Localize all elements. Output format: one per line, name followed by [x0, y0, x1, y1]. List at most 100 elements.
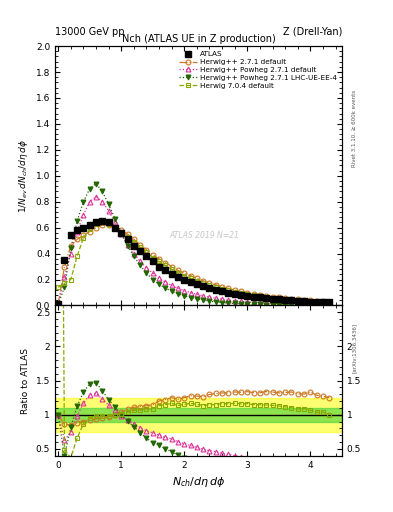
Herwig++ Powheg 2.7.1 LHC-UE-EE-4	[283, 302, 288, 308]
ATLAS	[201, 283, 206, 289]
Herwig++ Powheg 2.7.1 LHC-UE-EE-4	[157, 281, 162, 287]
Herwig++ Powheg 2.7.1 default	[182, 288, 187, 294]
Herwig++ Powheg 2.7.1 LHC-UE-EE-4	[169, 288, 174, 294]
Herwig++ Powheg 2.7.1 LHC-UE-EE-4	[87, 186, 92, 192]
Herwig++ 2.7.1 default	[94, 225, 98, 231]
Herwig++ 2.7.1 default	[188, 272, 193, 279]
Herwig++ Powheg 2.7.1 default	[327, 302, 332, 308]
Herwig++ 2.7.1 default	[100, 222, 105, 228]
Herwig 7.0.4 default	[220, 286, 224, 292]
Herwig++ 2.7.1 default	[207, 280, 212, 286]
Herwig++ Powheg 2.7.1 default	[119, 231, 123, 237]
Herwig++ Powheg 2.7.1 default	[195, 291, 199, 297]
Herwig++ Powheg 2.7.1 default	[321, 302, 325, 308]
Herwig 7.0.4 default	[289, 297, 294, 303]
Herwig++ Powheg 2.7.1 default	[213, 295, 218, 301]
Herwig++ 2.7.1 default	[144, 247, 149, 253]
Herwig 7.0.4 default	[106, 221, 111, 227]
Herwig 7.0.4 default	[314, 298, 319, 305]
Herwig++ Powheg 2.7.1 LHC-UE-EE-4	[176, 291, 180, 297]
Herwig++ Powheg 2.7.1 default	[176, 285, 180, 291]
ATLAS	[62, 257, 67, 263]
Herwig 7.0.4 default	[151, 254, 155, 261]
Herwig++ 2.7.1 default	[138, 242, 143, 248]
Herwig++ Powheg 2.7.1 LHC-UE-EE-4	[327, 302, 332, 308]
ATLAS	[132, 243, 136, 249]
Herwig 7.0.4 default	[112, 225, 117, 231]
ATLAS	[176, 274, 180, 280]
Text: ATLAS 2019 N=21: ATLAS 2019 N=21	[169, 231, 239, 240]
ATLAS	[239, 292, 243, 298]
Herwig++ Powheg 2.7.1 default	[132, 250, 136, 257]
Herwig++ Powheg 2.7.1 LHC-UE-EE-4	[75, 218, 79, 224]
Herwig++ 2.7.1 default	[125, 231, 130, 237]
Herwig++ 2.7.1 default	[68, 243, 73, 249]
Herwig++ Powheg 2.7.1 default	[138, 259, 143, 265]
ATLAS	[87, 222, 92, 228]
ATLAS	[270, 296, 275, 302]
ATLAS	[106, 220, 111, 226]
Herwig 7.0.4 default	[138, 244, 143, 250]
Herwig 7.0.4 default	[239, 290, 243, 296]
Herwig++ Powheg 2.7.1 default	[144, 265, 149, 271]
Herwig++ Powheg 2.7.1 LHC-UE-EE-4	[289, 302, 294, 308]
Herwig++ Powheg 2.7.1 LHC-UE-EE-4	[251, 301, 256, 307]
ATLAS	[75, 227, 79, 233]
Herwig 7.0.4 default	[283, 296, 288, 303]
Herwig++ Powheg 2.7.1 default	[201, 293, 206, 299]
Herwig 7.0.4 default	[251, 292, 256, 298]
Herwig++ 2.7.1 default	[308, 297, 313, 304]
Herwig++ Powheg 2.7.1 default	[163, 279, 168, 285]
Herwig++ 2.7.1 default	[157, 255, 162, 262]
Herwig 7.0.4 default	[100, 220, 105, 226]
Herwig++ 2.7.1 default	[169, 264, 174, 270]
Herwig 7.0.4 default	[119, 228, 123, 234]
Herwig++ Powheg 2.7.1 LHC-UE-EE-4	[314, 302, 319, 308]
Herwig 7.0.4 default	[169, 266, 174, 272]
Herwig++ Powheg 2.7.1 default	[239, 298, 243, 305]
Herwig++ Powheg 2.7.1 LHC-UE-EE-4	[296, 302, 300, 308]
Herwig++ 2.7.1 default	[112, 225, 117, 231]
Herwig 7.0.4 default	[277, 295, 281, 302]
Herwig++ Powheg 2.7.1 default	[308, 302, 313, 308]
Herwig++ 2.7.1 default	[75, 236, 79, 242]
Herwig 7.0.4 default	[302, 298, 307, 304]
Herwig 7.0.4 default	[87, 226, 92, 232]
Herwig 7.0.4 default	[176, 270, 180, 276]
Herwig 7.0.4 default	[264, 294, 268, 300]
Herwig++ Powheg 2.7.1 LHC-UE-EE-4	[144, 270, 149, 276]
Herwig++ Powheg 2.7.1 default	[188, 290, 193, 296]
Herwig++ 2.7.1 default	[201, 278, 206, 284]
ATLAS	[302, 298, 307, 304]
ATLAS	[163, 267, 168, 273]
Herwig++ Powheg 2.7.1 LHC-UE-EE-4	[112, 216, 117, 222]
Herwig++ 2.7.1 default	[327, 298, 332, 305]
ATLAS	[81, 225, 86, 231]
Herwig++ Powheg 2.7.1 default	[257, 300, 262, 306]
Herwig++ Powheg 2.7.1 LHC-UE-EE-4	[220, 300, 224, 306]
Herwig 7.0.4 default	[132, 239, 136, 245]
Herwig++ 2.7.1 default	[56, 301, 61, 307]
Herwig++ Powheg 2.7.1 default	[68, 250, 73, 257]
Herwig++ Powheg 2.7.1 default	[112, 220, 117, 226]
ATLAS	[213, 287, 218, 293]
Herwig++ Powheg 2.7.1 default	[106, 208, 111, 214]
Herwig++ 2.7.1 default	[289, 295, 294, 302]
ATLAS	[327, 300, 332, 306]
Herwig++ Powheg 2.7.1 default	[94, 194, 98, 200]
Herwig++ Powheg 2.7.1 default	[270, 301, 275, 307]
ATLAS	[125, 236, 130, 242]
Herwig 7.0.4 default	[56, 284, 61, 290]
Herwig++ Powheg 2.7.1 LHC-UE-EE-4	[277, 302, 281, 308]
Herwig++ Powheg 2.7.1 LHC-UE-EE-4	[195, 296, 199, 302]
Herwig++ 2.7.1 default	[302, 297, 307, 303]
Herwig++ Powheg 2.7.1 LHC-UE-EE-4	[302, 302, 307, 308]
Herwig++ Powheg 2.7.1 default	[314, 302, 319, 308]
Herwig 7.0.4 default	[245, 291, 250, 297]
Herwig++ Powheg 2.7.1 default	[169, 282, 174, 288]
X-axis label: $N_{ch}/d\eta\,d\phi$: $N_{ch}/d\eta\,d\phi$	[172, 475, 225, 489]
Herwig 7.0.4 default	[308, 298, 313, 305]
Herwig++ Powheg 2.7.1 default	[207, 294, 212, 300]
Herwig++ Powheg 2.7.1 LHC-UE-EE-4	[81, 199, 86, 205]
Text: Rivet 3.1.10, ≥ 600k events: Rivet 3.1.10, ≥ 600k events	[352, 90, 357, 166]
